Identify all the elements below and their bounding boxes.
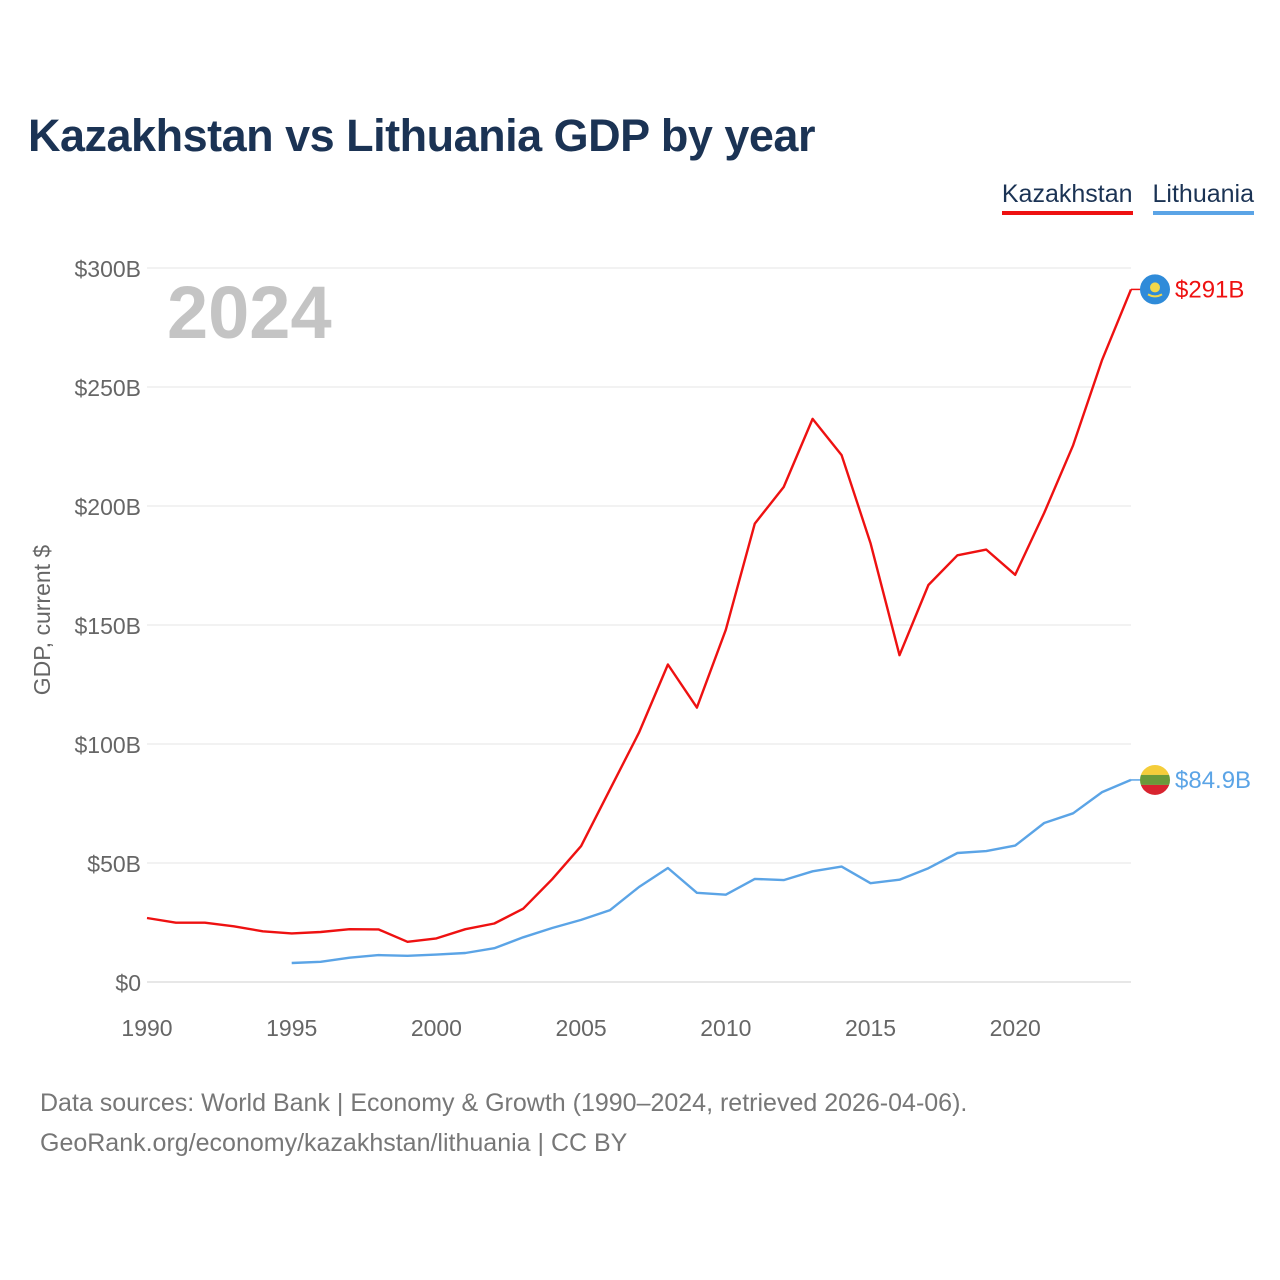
y-tick-label: $100B xyxy=(74,732,141,758)
end-value-label-lithuania: $84.9B xyxy=(1175,767,1251,794)
y-tick-label: $150B xyxy=(74,613,141,639)
y-tick-label: $0 xyxy=(115,970,141,996)
source-line-2[interactable]: GeoRank.org/economy/kazakhstan/lithuania… xyxy=(40,1129,628,1157)
x-tick-label: 2005 xyxy=(556,1015,607,1041)
gdp-line-chart: $0 $50B $100B $150B $200B $250B $300B 1990 1995… xyxy=(29,256,1251,1041)
kazakhstan-flag-eagle xyxy=(1147,293,1163,298)
lithuania-flag-stripe xyxy=(1140,764,1170,775)
kazakhstan-flag-sun xyxy=(1150,282,1160,293)
x-tick-label: 2000 xyxy=(411,1015,462,1041)
legend-item-lithuania[interactable]: Lithuania xyxy=(1152,180,1254,215)
y-tick-label: $50B xyxy=(87,851,141,877)
lithuania-flag-stripe xyxy=(1140,774,1170,785)
y-axis-ticks: $0 $50B $100B $150B $200B $250B $300B xyxy=(74,256,141,996)
end-markers: $291B $84.9B xyxy=(1131,274,1251,795)
x-tick-label: 2020 xyxy=(990,1015,1041,1041)
series-line-kazakhstan[interactable] xyxy=(146,288,1133,943)
year-watermark: 2024 xyxy=(167,271,332,354)
x-tick-label: 1995 xyxy=(266,1015,317,1041)
y-tick-label: $250B xyxy=(74,375,141,401)
y-axis-label: GDP, current $ xyxy=(29,545,55,696)
grid-lines xyxy=(147,267,1131,983)
lithuania-flag-icon xyxy=(1140,764,1170,795)
x-tick-label: 2015 xyxy=(845,1015,896,1041)
y-tick-label: $300B xyxy=(74,256,141,282)
source-notes: Data sources: World Bank | Economy & Gro… xyxy=(40,1083,967,1163)
source-line-1: Data sources: World Bank | Economy & Gro… xyxy=(40,1089,968,1117)
legend: Kazakhstan Lithuania xyxy=(1001,180,1254,215)
lithuania-flag-stripe xyxy=(1140,784,1170,795)
end-value-label-kazakhstan: $291B xyxy=(1175,276,1244,303)
x-tick-label: 1990 xyxy=(121,1015,172,1041)
x-tick-label: 2010 xyxy=(700,1015,751,1041)
y-tick-label: $200B xyxy=(74,494,141,520)
chart-title: Kazakhstan vs Lithuania GDP by year xyxy=(28,110,815,161)
series-lines xyxy=(146,288,1133,965)
legend-item-kazakhstan[interactable]: Kazakhstan xyxy=(1001,180,1133,215)
series-line-lithuania[interactable] xyxy=(291,778,1132,965)
x-axis-ticks: 1990 1995 2000 2005 2010 2015 2020 xyxy=(121,1015,1040,1041)
